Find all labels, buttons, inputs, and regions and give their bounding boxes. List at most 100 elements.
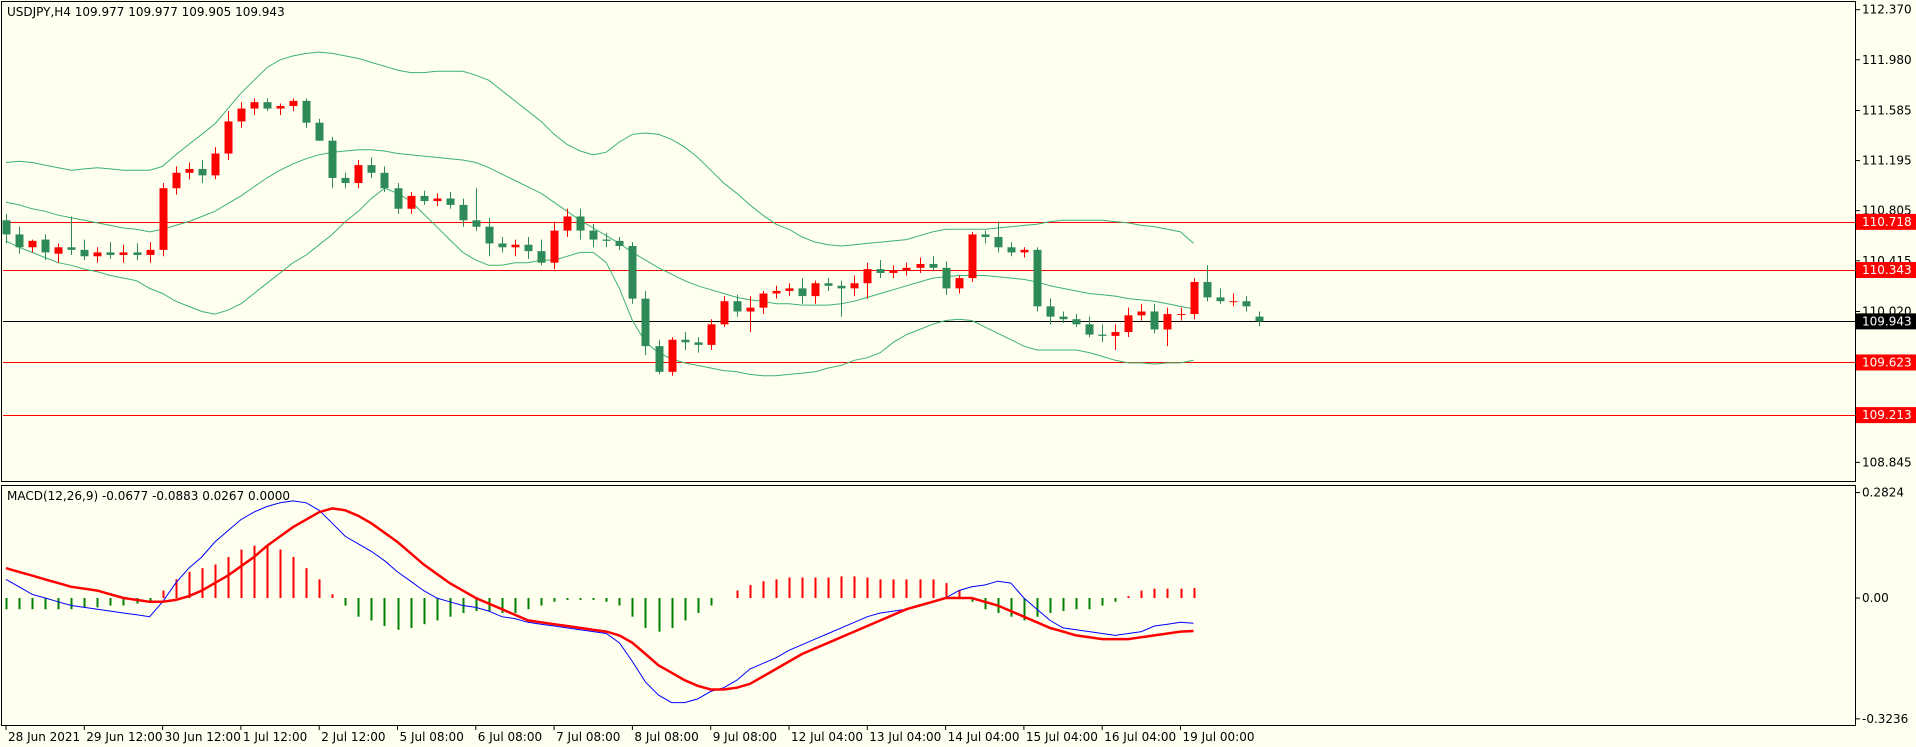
candle-body <box>367 165 376 173</box>
candle-body <box>785 288 794 291</box>
candle-body <box>942 267 951 289</box>
candle-body <box>106 252 115 255</box>
level-tag-1-box <box>1856 262 1916 279</box>
time-tick-label: 14 Jul 04:00 <box>948 730 1020 744</box>
candle-body <box>28 240 37 248</box>
current-price-tag-label: 109.943 <box>1862 314 1912 328</box>
candle-body <box>615 240 624 246</box>
candle-body <box>798 288 807 297</box>
candle-body <box>968 234 977 279</box>
macd-tick-label: -0.3236 <box>1862 712 1908 726</box>
candle-body <box>54 247 63 254</box>
level-tag-3-label: 109.213 <box>1862 408 1912 422</box>
candles <box>2 98 1264 376</box>
time-axis: 28 Jun 2021 29 Jun 12:00 30 Jun 12:00 1 Jul… <box>5 725 1255 744</box>
macd-header: MACD(12,26,9) -0.0677 -0.0883 0.0267 0.0… <box>7 489 290 503</box>
candle-body <box>916 263 925 268</box>
candle-body <box>341 177 350 184</box>
candle-body <box>394 188 403 209</box>
level-tag-1-label: 110.343 <box>1862 263 1912 277</box>
macd-axis: 0.2824 0.00 -0.3236 <box>1855 486 1908 726</box>
candle-body <box>733 301 742 312</box>
candle-body <box>407 195 416 209</box>
level-tag-3-box <box>1856 407 1916 424</box>
candle-body <box>276 106 285 109</box>
price-axis: 112.370111.980111.585111.195110.805110.4… <box>1855 3 1912 469</box>
candle-body <box>811 283 820 297</box>
candle-body <box>524 244 533 252</box>
main-pane-frame[interactable] <box>1 1 1856 482</box>
candle-body <box>420 195 429 202</box>
candle-body <box>485 226 494 244</box>
candle-body <box>472 220 481 227</box>
price-tick-label: 111.195 <box>1862 154 1912 168</box>
level-tag-0-label: 110.718 <box>1862 215 1912 229</box>
candle-body <box>224 121 233 154</box>
time-tick-label: 9 Jul 08:00 <box>713 730 777 744</box>
candle-body <box>119 252 128 255</box>
candle-body <box>707 324 716 345</box>
candle-body <box>537 251 546 263</box>
candle-body <box>929 263 938 268</box>
time-tick-label: 8 Jul 08:00 <box>634 730 698 744</box>
candle-body <box>159 188 168 250</box>
bollinger-middle-line <box>5 149 1194 310</box>
candle-body <box>380 172 389 189</box>
time-tick-label: 1 Jul 12:00 <box>243 730 307 744</box>
candle-body <box>1098 334 1107 336</box>
candle-body <box>1046 306 1055 317</box>
candle-body <box>641 298 650 347</box>
candle-body <box>133 252 142 255</box>
candle-body <box>1059 316 1068 320</box>
candle-body <box>837 285 846 289</box>
candle-body <box>602 239 611 241</box>
signal-line <box>5 507 1194 691</box>
candle-body <box>994 237 1003 248</box>
candle-body <box>263 102 272 109</box>
main-chart-header: USDJPY,H4 109.977 109.977 109.905 109.94… <box>7 5 285 19</box>
candle-body <box>1072 319 1081 325</box>
price-tick-label: 112.370 <box>1862 3 1912 17</box>
candle-body <box>446 198 455 205</box>
candle-body <box>1203 281 1212 298</box>
macd-pane-frame[interactable] <box>1 485 1856 726</box>
time-tick-label: 6 Jul 08:00 <box>478 730 542 744</box>
candle-body <box>315 122 324 141</box>
candle-body <box>1033 249 1042 307</box>
candle-body <box>302 100 311 123</box>
candle-body <box>655 346 664 372</box>
candle-body <box>772 290 781 294</box>
candle-body <box>1137 311 1146 316</box>
candle-body <box>694 342 703 345</box>
candle-body <box>459 204 468 221</box>
candle-body <box>1163 314 1172 330</box>
candle-body <box>681 339 690 343</box>
candle-body <box>981 234 990 238</box>
candle-body <box>93 252 102 257</box>
time-tick-label: 19 Jul 00:00 <box>1183 730 1255 744</box>
candle-body <box>746 307 755 312</box>
candle-body <box>1229 301 1238 303</box>
horizontal-lines <box>3 222 1855 416</box>
candle-body <box>80 249 89 257</box>
time-tick-label: 28 Jun 2021 <box>8 730 80 744</box>
candle-body <box>250 102 259 109</box>
level-tag-2-label: 109.623 <box>1862 355 1912 369</box>
candle-body <box>1216 297 1225 302</box>
current-price-tag-box <box>1856 313 1916 330</box>
candle-body <box>185 168 194 173</box>
bollinger-lower-line <box>5 187 1194 377</box>
bollinger-bands <box>5 51 1194 377</box>
candle-body <box>863 269 872 284</box>
candle-body <box>237 108 246 122</box>
candle-body <box>433 198 442 202</box>
candle-body <box>720 301 729 325</box>
bollinger-upper-line <box>5 51 1194 247</box>
candle-body <box>1242 301 1251 307</box>
time-tick-label: 12 Jul 04:00 <box>791 730 863 744</box>
candle-body <box>1020 249 1029 253</box>
candle-body <box>576 216 585 231</box>
candle-body <box>1085 324 1094 335</box>
candle-body <box>2 220 11 235</box>
candle-body <box>289 100 298 107</box>
